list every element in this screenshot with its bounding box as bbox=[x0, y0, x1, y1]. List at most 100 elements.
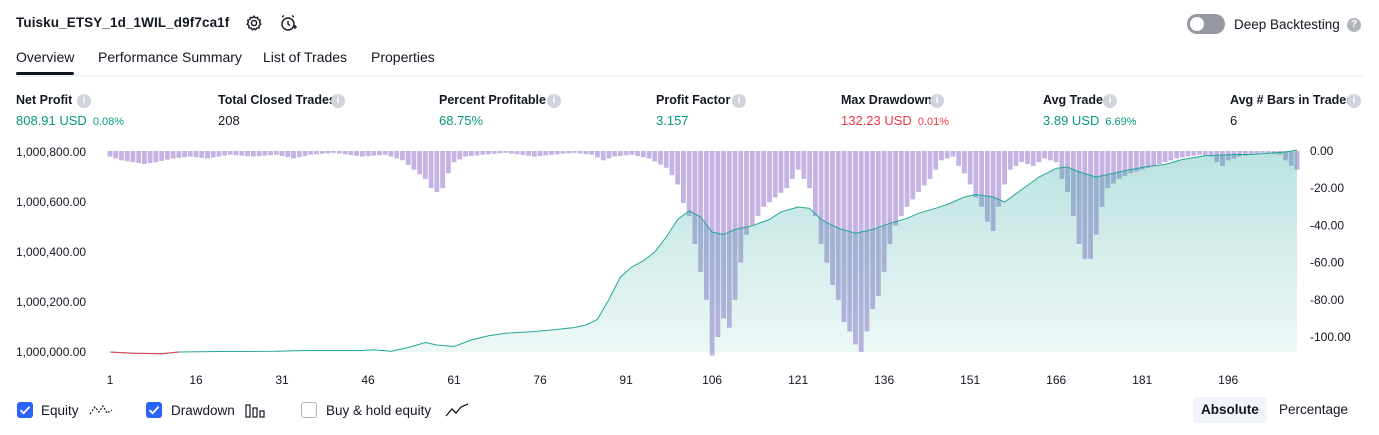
drawdown-bar bbox=[1002, 151, 1007, 185]
drawdown-bar bbox=[394, 151, 400, 159]
drawdown-bar bbox=[652, 151, 658, 162]
drawdown-bar bbox=[153, 151, 159, 163]
drawdown-bar bbox=[365, 151, 371, 157]
drawdown-bar bbox=[881, 151, 887, 272]
x-axis-tick-label: 181 bbox=[1132, 373, 1152, 387]
drawdown-bar bbox=[445, 151, 451, 174]
drawdown-bar bbox=[1059, 151, 1065, 179]
absolute-scale-button[interactable]: Absolute bbox=[1193, 397, 1267, 423]
drawdown-bar bbox=[830, 151, 835, 285]
drawdown-bar bbox=[612, 151, 618, 157]
y-axis-tick-label: 1,000,200.00 bbox=[16, 295, 86, 309]
buy-hold-checkbox[interactable] bbox=[301, 402, 317, 418]
drawdown-bar bbox=[1174, 151, 1179, 159]
drawdown-bar bbox=[738, 151, 744, 263]
drawdown-bar bbox=[1145, 151, 1151, 168]
drawdown-bar bbox=[107, 151, 113, 157]
drawdown-bar bbox=[199, 151, 205, 158]
add-alert-icon[interactable] bbox=[278, 13, 298, 33]
drawdown-bar bbox=[1168, 151, 1174, 161]
drawdown-bar bbox=[245, 151, 251, 157]
drawdown-bar bbox=[1197, 151, 1202, 155]
drawdown-bar bbox=[1179, 151, 1185, 158]
tab-list-of-trades[interactable]: List of Trades bbox=[263, 49, 348, 65]
strategy-title: Tuisku_ETSY_1d_1WIL_d9f7ca1f bbox=[16, 15, 230, 30]
drawdown-bar bbox=[342, 151, 348, 155]
drawdown-bar bbox=[405, 151, 411, 165]
metric-value-avg-bars: 6 bbox=[1230, 113, 1238, 128]
drawdown-bar bbox=[560, 151, 566, 154]
info-icon[interactable]: i bbox=[930, 94, 944, 108]
drawdown-bar bbox=[772, 151, 778, 198]
drawdown-bar bbox=[778, 151, 784, 193]
tab-performance-summary[interactable]: Performance Summary bbox=[98, 49, 242, 65]
drawdown-bar bbox=[1025, 151, 1030, 165]
drawdown-bar bbox=[795, 151, 801, 170]
metric-label-avg-bars: Avg # Bars in Trades bbox=[1230, 93, 1354, 107]
drawdown-bar bbox=[629, 151, 635, 155]
drawdown-bar bbox=[531, 151, 537, 157]
drawdown-bar bbox=[1208, 151, 1214, 157]
info-icon[interactable]: i bbox=[331, 94, 345, 108]
drawdown-bar bbox=[434, 151, 440, 192]
info-icon[interactable]: i bbox=[732, 94, 746, 108]
drawdown-bar bbox=[308, 151, 314, 155]
equity-drawdown-chart[interactable]: 1,000,800.00 1,000,600.00 1,000,400.00 1,00… bbox=[0, 140, 1379, 390]
drawdown-bar bbox=[371, 151, 377, 156]
drawdown-bar bbox=[1048, 151, 1053, 161]
gear-icon[interactable] bbox=[244, 13, 264, 33]
info-icon[interactable]: i bbox=[547, 94, 561, 108]
drawdown-bar bbox=[331, 151, 337, 153]
tab-properties[interactable]: Properties bbox=[371, 49, 435, 65]
equity-checkbox[interactable] bbox=[17, 402, 33, 418]
metric-label-total-closed-trades: Total Closed Trades bbox=[218, 93, 336, 107]
drawdown-bar bbox=[543, 151, 549, 156]
deep-backtesting-toggle[interactable] bbox=[1187, 14, 1225, 34]
drawdown-bar bbox=[784, 151, 790, 189]
drawdown-bar bbox=[285, 151, 291, 158]
metric-label-percent-profitable: Percent Profitable bbox=[439, 93, 546, 107]
drawdown-bar bbox=[1042, 151, 1048, 159]
drawdown-bar bbox=[583, 151, 589, 155]
drawdown-bar bbox=[1007, 151, 1013, 170]
drawdown-bar bbox=[1139, 151, 1145, 170]
equity-line bbox=[109, 149, 1298, 355]
info-icon[interactable]: i bbox=[1347, 94, 1361, 108]
drawdown-checkbox[interactable] bbox=[146, 402, 162, 418]
drawdown-bar bbox=[1105, 151, 1111, 189]
drawdown-bar bbox=[147, 151, 153, 164]
drawdown-bar bbox=[119, 151, 124, 161]
drawdown-bar bbox=[927, 151, 933, 179]
metric-label-max-drawdown: Max Drawdown bbox=[841, 93, 932, 107]
tab-overview[interactable]: Overview bbox=[16, 49, 75, 65]
drawdown-bar bbox=[1242, 151, 1248, 156]
drawdown-bar bbox=[898, 151, 904, 217]
drawdown-bars-icon bbox=[244, 402, 266, 423]
percentage-scale-button[interactable]: Percentage bbox=[1279, 402, 1349, 417]
drawdown-bar bbox=[1122, 151, 1128, 177]
help-icon[interactable]: ? bbox=[1347, 18, 1361, 32]
metric-label-avg-trade: Avg Trade bbox=[1043, 93, 1103, 107]
metric-label-net-profit: Net Profit bbox=[16, 93, 73, 107]
right-axis-tick-label: -60.00 bbox=[1310, 256, 1344, 270]
drawdown-bar bbox=[767, 151, 772, 203]
drawdown-bar bbox=[1111, 151, 1116, 184]
drawdown-bar bbox=[176, 151, 182, 158]
info-icon[interactable]: i bbox=[1103, 94, 1117, 108]
drawdown-bar bbox=[256, 151, 262, 157]
drawdown-legend-label: Drawdown bbox=[171, 403, 235, 418]
x-axis-tick-label: 166 bbox=[1046, 373, 1066, 387]
drawdown-bar bbox=[130, 151, 136, 163]
active-tab-indicator bbox=[16, 72, 74, 75]
drawdown-bar bbox=[984, 151, 990, 222]
info-icon[interactable]: i bbox=[77, 94, 91, 108]
drawdown-bar bbox=[388, 151, 394, 157]
drawdown-bar bbox=[113, 151, 119, 159]
metric-value-total-closed-trades: 208 bbox=[218, 113, 240, 128]
drawdown-bar bbox=[526, 151, 532, 156]
drawdown-bar bbox=[193, 151, 199, 158]
drawdown-bar bbox=[382, 151, 388, 155]
equity-line-icon bbox=[89, 402, 113, 423]
x-axis-tick-label: 91 bbox=[619, 373, 633, 387]
drawdown-bar bbox=[549, 151, 554, 155]
